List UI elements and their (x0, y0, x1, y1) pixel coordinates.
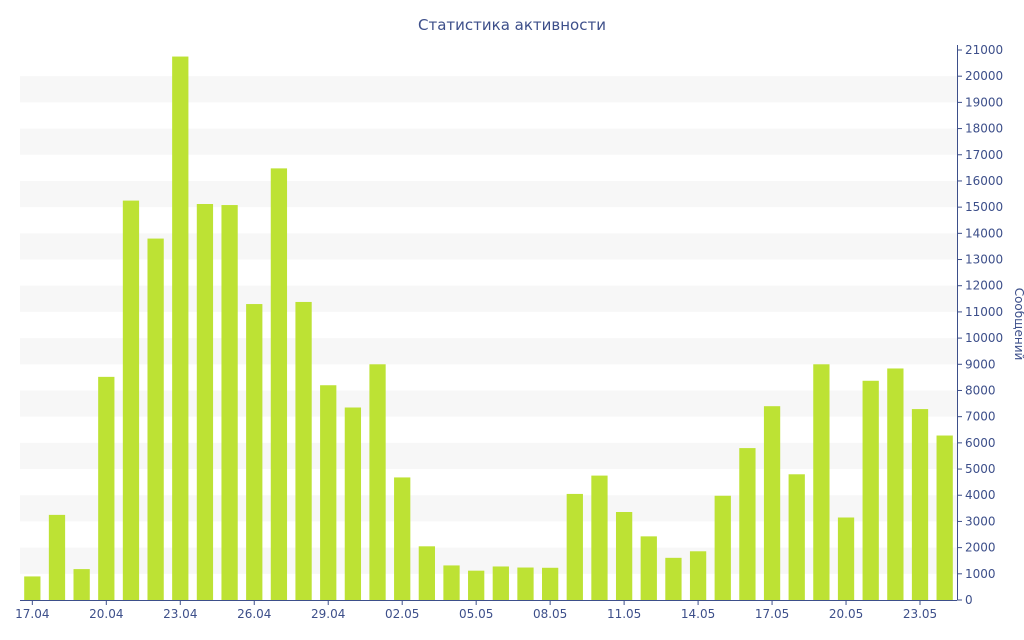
bar-23.05[interactable] (911, 409, 929, 600)
y-tick-label: 11000 (965, 305, 1003, 319)
bar-22.05[interactable] (887, 368, 904, 600)
x-tick-label: 05.05 (459, 607, 493, 621)
bar-22.04[interactable] (147, 238, 164, 601)
bar-11.05[interactable] (615, 512, 633, 600)
bar-21.05[interactable] (862, 380, 879, 600)
bar-09.05[interactable] (566, 493, 583, 600)
y-tick-label: 21000 (965, 43, 1003, 57)
x-tick-label: 11.05 (607, 607, 641, 621)
bar-12.05[interactable] (640, 536, 657, 600)
bar-17.04[interactable] (24, 576, 41, 600)
bar-23.04[interactable] (172, 56, 189, 601)
y-tick-label: 15000 (965, 200, 1003, 214)
bar-18.05[interactable] (788, 474, 805, 600)
y-tick-label: 19000 (965, 95, 1003, 109)
x-tick-label: 26.04 (237, 607, 271, 621)
grid-band (20, 76, 957, 103)
y-tick-label: 16000 (965, 174, 1003, 188)
bar-series (24, 56, 953, 601)
bar-01.05[interactable] (369, 364, 386, 600)
bar-17.05[interactable] (763, 406, 781, 600)
bar-15.05[interactable] (714, 495, 731, 600)
y-tick-label: 7000 (965, 410, 996, 424)
y-tick-label: 10000 (965, 331, 1003, 345)
y-tick-label: 17000 (965, 148, 1003, 162)
bar-19.04[interactable] (73, 569, 90, 600)
bar-29.04[interactable] (320, 385, 337, 600)
bar-28.04[interactable] (295, 301, 312, 600)
bar-03.05[interactable] (418, 546, 435, 600)
x-tick-label: 17.05 (755, 607, 789, 621)
y-tick-label: 9000 (965, 357, 996, 371)
bar-25.04[interactable] (221, 205, 238, 601)
x-tick-label: 02.05 (385, 607, 419, 621)
bar-05.05[interactable] (468, 570, 485, 600)
y-tick-label: 6000 (965, 436, 996, 450)
y-tick-label: 5000 (965, 462, 996, 476)
x-tick-label: 23.04 (163, 607, 197, 621)
bar-24.05[interactable] (936, 435, 953, 600)
bar-24.04[interactable] (196, 204, 214, 600)
bar-10.05[interactable] (591, 475, 608, 600)
bar-20.05[interactable] (837, 517, 855, 601)
y-tick-label: 8000 (965, 383, 996, 397)
bar-26.04[interactable] (246, 304, 263, 600)
y-tick-label: 3000 (965, 514, 996, 528)
bar-06.05[interactable] (492, 566, 509, 600)
grid-band (20, 180, 957, 208)
bar-14.05[interactable] (689, 551, 707, 600)
x-tick-label: 20.05 (829, 607, 863, 621)
x-tick-label: 20.04 (89, 607, 123, 621)
bar-13.05[interactable] (665, 557, 682, 600)
y-tick-label: 13000 (965, 253, 1003, 267)
bar-02.05[interactable] (394, 477, 411, 600)
x-axis-ticks: 17.04 20.04 23.04 26.04 29.04 02.05 05.05 08.05… (15, 600, 937, 621)
y-tick-label: 2000 (965, 541, 996, 555)
chart-title: Статистика активности (418, 16, 606, 34)
y-tick-label: 0 (965, 593, 973, 607)
bar-21.04[interactable] (122, 200, 140, 600)
y-tick-label: 18000 (965, 122, 1003, 136)
y-axis-ticks: 0 1000 2000 3000 4000 5000 6000 7000 8000 9000 100… (957, 43, 1003, 607)
bar-20.04[interactable] (98, 376, 115, 600)
bar-19.05[interactable] (813, 364, 830, 600)
x-tick-label: 17.04 (15, 607, 49, 621)
bar-08.05[interactable] (542, 567, 559, 600)
bar-18.04[interactable] (48, 514, 66, 600)
y-tick-label: 12000 (965, 279, 1003, 293)
bar-07.05[interactable] (517, 567, 534, 600)
x-tick-label: 14.05 (681, 607, 715, 621)
grid-band (20, 128, 957, 155)
y-tick-label: 1000 (965, 567, 996, 581)
axes (20, 45, 958, 601)
bar-04.05[interactable] (443, 565, 460, 600)
y-tick-label: 14000 (965, 226, 1003, 240)
x-tick-label: 29.04 (311, 607, 345, 621)
bar-27.04[interactable] (270, 168, 288, 600)
y-tick-label: 20000 (965, 69, 1003, 83)
bar-30.04[interactable] (344, 407, 362, 601)
x-tick-label: 08.05 (533, 607, 567, 621)
x-tick-label: 23.05 (903, 607, 937, 621)
y-tick-label: 4000 (965, 488, 996, 502)
bar-16.05[interactable] (739, 448, 756, 600)
